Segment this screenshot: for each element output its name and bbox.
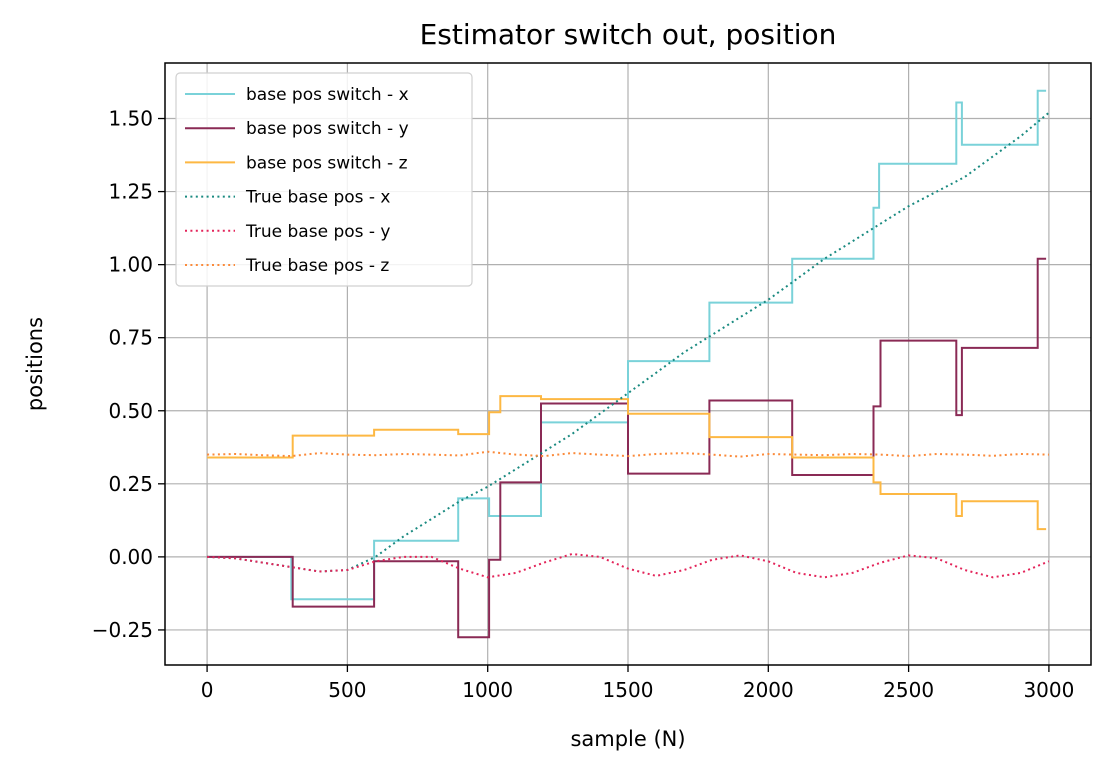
legend-label: True base pos - z bbox=[245, 256, 389, 276]
legend-label: base pos switch - x bbox=[246, 85, 409, 105]
y-tick-label: −0.25 bbox=[92, 618, 153, 642]
legend-label: base pos switch - z bbox=[246, 153, 408, 173]
y-axis-label: positions bbox=[23, 317, 47, 411]
y-axis: −0.25 0.00 0.25 0.50 0.75 1.00 1.25 1.50 bbox=[92, 107, 165, 642]
x-tick-label: 500 bbox=[328, 678, 366, 702]
series-line-2 bbox=[207, 257, 1047, 639]
x-tick-label: 3000 bbox=[1023, 678, 1074, 702]
series-line-6 bbox=[207, 450, 1049, 458]
y-tick-label: 1.50 bbox=[108, 107, 153, 131]
x-axis: 0 500 1000 1500 2000 2500 3000 bbox=[201, 665, 1074, 702]
x-tick-label: 0 bbox=[201, 678, 214, 702]
y-tick-label: 0.50 bbox=[108, 399, 153, 423]
series-layer bbox=[207, 89, 1050, 639]
legend-box bbox=[175, 72, 473, 287]
y-tick-label: 0.00 bbox=[108, 545, 153, 569]
legend-label: base pos switch - y bbox=[246, 119, 409, 139]
y-tick-label: 0.75 bbox=[108, 326, 153, 350]
y-tick-label: 1.00 bbox=[108, 253, 153, 277]
chart-title: Estimator switch out, position bbox=[420, 18, 837, 51]
x-tick-label: 1000 bbox=[462, 678, 513, 702]
legend: base pos switch - x base pos switch - y ba… bbox=[175, 72, 473, 287]
legend-label: True base pos - y bbox=[245, 222, 391, 242]
y-tick-label: 1.25 bbox=[108, 180, 153, 204]
y-tick-label: 0.25 bbox=[108, 472, 153, 496]
series-line-5 bbox=[207, 552, 1050, 579]
x-tick-label: 1500 bbox=[603, 678, 654, 702]
series-line-3 bbox=[207, 395, 1047, 531]
x-axis-label: sample (N) bbox=[570, 727, 685, 751]
legend-label: True base pos - x bbox=[245, 188, 391, 208]
series-line-1 bbox=[207, 89, 1047, 601]
x-tick-label: 2500 bbox=[883, 678, 934, 702]
x-tick-label: 2000 bbox=[743, 678, 794, 702]
